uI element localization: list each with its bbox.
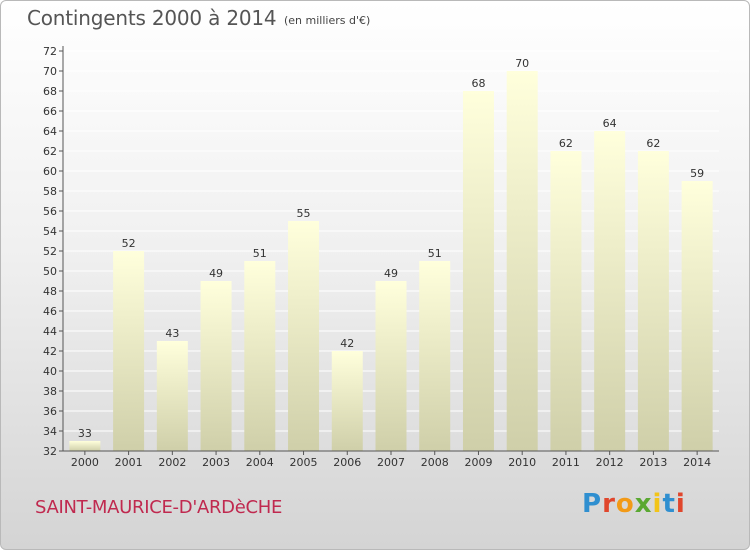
x-tick-label: 2007	[377, 456, 405, 469]
bar	[200, 281, 232, 451]
x-tick-label: 2011	[552, 456, 580, 469]
y-tick-label: 62	[43, 145, 57, 158]
commune-name: SAINT-MAURICE-D'ARDèCHE	[35, 497, 283, 518]
y-tick-label: 46	[43, 305, 57, 318]
y-tick-label: 52	[43, 245, 57, 258]
logo-letter: o	[615, 489, 635, 519]
chart-subtitle: (en milliers d'€)	[284, 14, 371, 27]
logo-letter: P	[582, 489, 603, 519]
y-tick-label: 68	[43, 85, 57, 98]
y-tick-label: 36	[43, 405, 57, 418]
y-tick-label: 32	[43, 445, 57, 458]
x-tick-label: 2001	[115, 456, 143, 469]
data-label: 55	[297, 207, 311, 220]
x-tick-label: 2005	[290, 456, 318, 469]
y-tick-label: 56	[43, 205, 57, 218]
data-label: 49	[209, 267, 223, 280]
x-tick-label: 2006	[333, 456, 361, 469]
bar	[69, 441, 101, 451]
data-label: 51	[428, 247, 442, 260]
data-label: 51	[253, 247, 267, 260]
bar	[288, 221, 320, 451]
bar	[594, 131, 626, 451]
proxiti-logo[interactable]: Proxiti	[582, 489, 686, 519]
bar	[637, 151, 669, 451]
y-tick-label: 34	[43, 425, 57, 438]
bar	[419, 261, 451, 451]
y-tick-label: 70	[43, 65, 57, 78]
data-label: 42	[340, 337, 354, 350]
y-tick-label: 48	[43, 285, 57, 298]
y-tick-label: 44	[43, 325, 57, 338]
data-label: 33	[78, 427, 92, 440]
logo-letter: r	[602, 489, 616, 519]
logo-letter: t	[662, 489, 676, 519]
logo-letter: x	[634, 489, 653, 519]
data-label: 52	[122, 237, 136, 250]
x-tick-label: 2000	[71, 456, 99, 469]
y-tick-label: 40	[43, 365, 57, 378]
y-tick-label: 64	[43, 125, 57, 138]
data-label: 43	[165, 327, 179, 340]
data-label: 68	[471, 77, 485, 90]
logo-letter: i	[652, 489, 663, 519]
bar	[375, 281, 407, 451]
x-tick-label: 2003	[202, 456, 230, 469]
data-label: 70	[515, 57, 529, 70]
y-tick-label: 58	[43, 185, 57, 198]
data-label: 64	[603, 117, 617, 130]
bar	[244, 261, 276, 451]
y-tick-label: 60	[43, 165, 57, 178]
data-label: 62	[559, 137, 573, 150]
x-tick-label: 2013	[639, 456, 667, 469]
bar	[681, 181, 713, 451]
y-tick-label: 38	[43, 385, 57, 398]
x-tick-label: 2002	[158, 456, 186, 469]
bar	[462, 91, 494, 451]
x-tick-label: 2008	[421, 456, 449, 469]
y-tick-label: 50	[43, 265, 57, 278]
x-tick-label: 2004	[246, 456, 274, 469]
y-tick-label: 42	[43, 345, 57, 358]
data-label: 59	[690, 167, 704, 180]
logo-letter: i	[675, 489, 686, 519]
bar	[506, 71, 538, 451]
x-tick-label: 2010	[508, 456, 536, 469]
bar	[550, 151, 582, 451]
y-tick-label: 66	[43, 105, 57, 118]
bar	[113, 251, 145, 451]
x-tick-label: 2012	[596, 456, 624, 469]
chart-title: Contingents 2000 à 2014	[27, 6, 277, 30]
x-tick-label: 2009	[464, 456, 492, 469]
data-label: 49	[384, 267, 398, 280]
bar	[331, 351, 363, 451]
data-label: 62	[646, 137, 660, 150]
bar	[156, 341, 188, 451]
y-tick-label: 54	[43, 225, 57, 238]
x-tick-label: 2014	[683, 456, 711, 469]
y-tick-label: 72	[43, 45, 57, 58]
